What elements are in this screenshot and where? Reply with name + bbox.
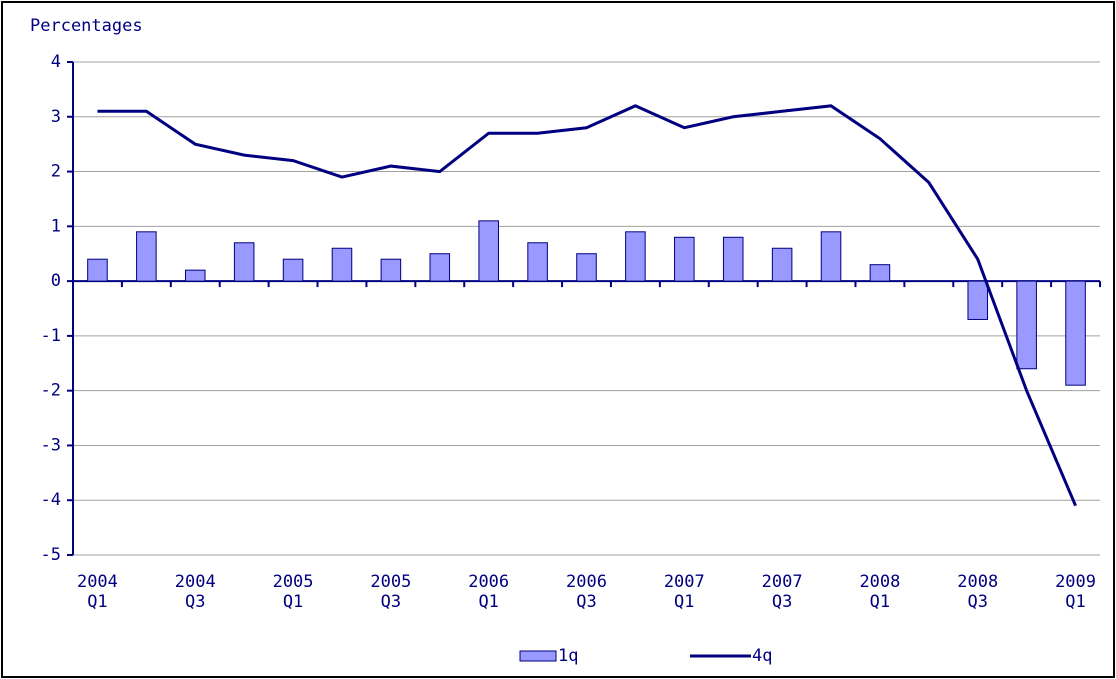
bar <box>1065 280 1086 386</box>
x-tick-label: 2005 Q1 <box>272 572 314 612</box>
bar <box>869 264 891 282</box>
bar <box>722 236 744 282</box>
bar <box>233 242 255 282</box>
line <box>97 104 1077 507</box>
y-tick-label: -2 <box>41 381 61 401</box>
bar <box>527 242 548 282</box>
bar <box>1016 280 1037 370</box>
y-tick-label: 0 <box>51 271 61 291</box>
bar <box>967 280 989 320</box>
y-tick-label: 1 <box>51 216 61 236</box>
bar <box>282 258 304 282</box>
y-tick-label: -5 <box>41 545 61 565</box>
bar <box>380 258 402 282</box>
y-tick-label: 4 <box>51 52 61 72</box>
y-tick-label: -1 <box>41 326 61 346</box>
x-tick-label: 2009 Q1 <box>1055 572 1097 612</box>
legend-label: 1q <box>558 646 578 666</box>
bar <box>625 231 646 282</box>
y-tick-label: -4 <box>41 490 61 510</box>
bar <box>576 253 597 282</box>
y-axis-label: Percentages <box>30 16 143 36</box>
bar <box>771 247 793 282</box>
legend-label: 4q <box>752 646 772 666</box>
y-tick-label: 2 <box>51 162 61 182</box>
x-tick-label: 2007 Q3 <box>761 572 803 612</box>
x-tick-label: 2007 Q1 <box>663 572 705 612</box>
y-tick-label: -3 <box>41 435 61 455</box>
x-tick-label: 2004 Q3 <box>174 572 216 612</box>
x-tick-label: 2004 Q1 <box>76 572 118 612</box>
bar <box>331 247 353 282</box>
bar <box>429 253 451 282</box>
bar <box>820 231 842 282</box>
bar <box>136 231 157 282</box>
bar <box>478 220 499 282</box>
x-tick-label: 2006 Q1 <box>468 572 510 612</box>
x-tick-label: 2008 Q3 <box>957 572 999 612</box>
x-tick-label: 2005 Q3 <box>370 572 412 612</box>
bar <box>87 258 108 282</box>
y-tick-label: 3 <box>51 107 61 127</box>
legend-swatch <box>519 650 557 662</box>
x-tick-label: 2008 Q1 <box>859 572 901 612</box>
bar <box>184 269 206 282</box>
x-tick-label: 2006 Q3 <box>566 572 607 612</box>
bar <box>674 236 695 282</box>
